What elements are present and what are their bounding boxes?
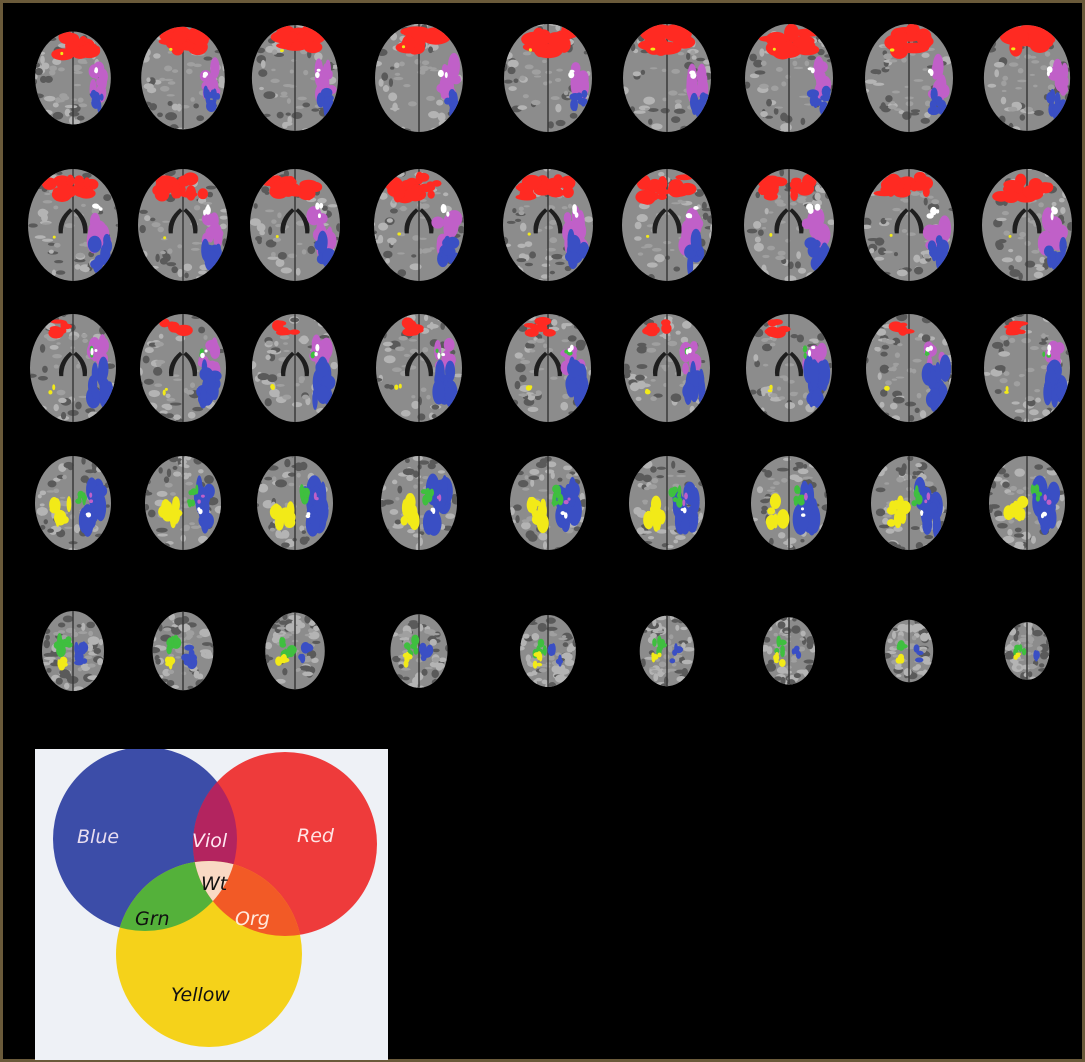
brain-slice	[138, 169, 228, 281]
brain-slice	[864, 169, 954, 281]
brain-slice	[505, 314, 591, 422]
brain-slice	[984, 314, 1070, 422]
brain-slice	[252, 314, 338, 422]
brain-slice	[983, 25, 1071, 131]
brain-slice	[751, 456, 827, 550]
brain-slice	[746, 314, 832, 422]
brain-slice	[251, 25, 339, 131]
brain-slice	[865, 24, 953, 132]
brain-slice	[1004, 622, 1050, 680]
legend-label-orange: Org	[235, 908, 270, 930]
legend-label-white: Wt	[201, 873, 229, 895]
brain-slice	[376, 314, 462, 422]
brain-slice	[639, 615, 695, 687]
brain-slice	[152, 611, 214, 691]
brain-slice	[250, 169, 340, 281]
brain-slice	[35, 31, 111, 125]
brain-slice	[257, 456, 333, 550]
brain-slice	[381, 456, 457, 550]
legend-label-yellow: Yellow	[171, 984, 230, 1006]
brain-slice	[871, 456, 947, 550]
brain-slice	[35, 456, 111, 550]
brain-slice	[623, 24, 711, 132]
brain-slice	[390, 614, 448, 688]
brain-slice	[884, 619, 934, 683]
brain-slice	[762, 617, 816, 685]
brain-slice	[624, 314, 710, 422]
legend-label-red: Red	[297, 825, 335, 847]
brain-slice	[622, 169, 712, 281]
brain-slice	[42, 611, 104, 691]
brain-slice	[503, 169, 593, 281]
venn-diagram: Blue Red Yellow Viol Wt Grn Org	[53, 749, 377, 1047]
brain-slice	[374, 169, 464, 281]
legend-label-green: Grn	[135, 908, 170, 930]
brain-slice	[745, 24, 833, 132]
brain-slice	[145, 456, 221, 550]
brain-slice	[141, 26, 225, 130]
brain-slice	[520, 615, 576, 687]
legend-label-blue: Blue	[77, 826, 119, 848]
brain-slice	[866, 314, 952, 422]
brain-slice	[510, 456, 586, 550]
brain-slice	[982, 169, 1072, 281]
brain-slice	[504, 24, 592, 132]
brain-slice	[989, 456, 1065, 550]
brain-slice-grid	[28, 24, 1072, 691]
legend-label-violet: Viol	[192, 830, 228, 852]
brain-slice	[744, 169, 834, 281]
brain-slice	[265, 612, 325, 690]
venn-overlap-green	[116, 861, 237, 931]
brain-slice	[140, 314, 226, 422]
brain-slice	[30, 314, 116, 422]
brain-slice	[28, 169, 118, 281]
brain-slice	[375, 24, 463, 132]
venn-legend: Blue Red Yellow Viol Wt Grn Org	[35, 749, 388, 1060]
brain-slice	[629, 456, 705, 550]
venn-overlap-orange	[193, 861, 302, 936]
